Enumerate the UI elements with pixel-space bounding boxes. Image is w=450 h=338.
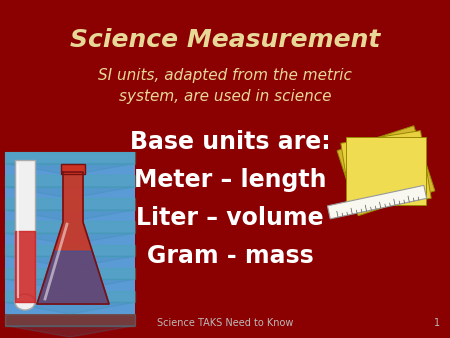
Polygon shape bbox=[5, 152, 135, 164]
Polygon shape bbox=[5, 187, 135, 198]
Polygon shape bbox=[5, 221, 135, 233]
Polygon shape bbox=[5, 256, 135, 268]
Polygon shape bbox=[37, 251, 109, 304]
Text: Science Measurement: Science Measurement bbox=[70, 28, 380, 52]
Polygon shape bbox=[5, 175, 135, 187]
Polygon shape bbox=[341, 131, 431, 211]
Text: Meter – length: Meter – length bbox=[134, 168, 326, 192]
Polygon shape bbox=[5, 268, 135, 279]
Polygon shape bbox=[5, 314, 135, 325]
Polygon shape bbox=[5, 210, 135, 221]
Text: 1: 1 bbox=[434, 318, 440, 328]
Polygon shape bbox=[346, 137, 426, 205]
Bar bbox=[15, 160, 35, 302]
Ellipse shape bbox=[15, 294, 35, 310]
Polygon shape bbox=[5, 164, 135, 175]
Polygon shape bbox=[5, 233, 135, 245]
Polygon shape bbox=[5, 291, 135, 303]
Polygon shape bbox=[328, 185, 427, 219]
Text: Gram - mass: Gram - mass bbox=[147, 244, 313, 268]
Polygon shape bbox=[5, 245, 135, 256]
Text: SI units, adapted from the metric
system, are used in science: SI units, adapted from the metric system… bbox=[98, 68, 352, 104]
Text: Base units are:: Base units are: bbox=[130, 130, 330, 154]
Text: Liter – volume: Liter – volume bbox=[136, 206, 324, 230]
Bar bbox=[61, 164, 85, 174]
Polygon shape bbox=[5, 279, 135, 291]
Polygon shape bbox=[37, 172, 109, 304]
Text: Science TAKS Need to Know: Science TAKS Need to Know bbox=[157, 318, 293, 328]
Polygon shape bbox=[5, 325, 135, 337]
Polygon shape bbox=[15, 231, 35, 302]
Polygon shape bbox=[5, 198, 135, 210]
Polygon shape bbox=[5, 303, 135, 314]
Bar bbox=[5, 152, 135, 314]
Polygon shape bbox=[337, 126, 435, 216]
